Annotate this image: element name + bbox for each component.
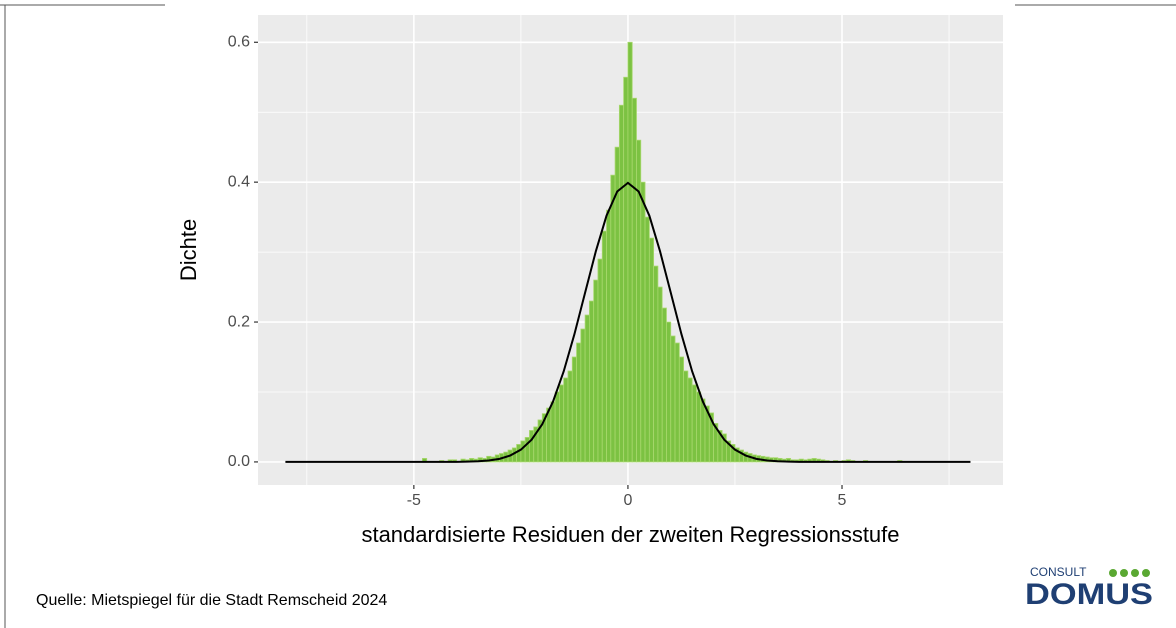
x-tick-label: 5 <box>838 492 847 509</box>
bar <box>627 41 633 463</box>
logo: CONSULT DOMUS <box>1025 565 1153 611</box>
bar <box>653 265 659 463</box>
bar <box>700 398 706 463</box>
source: Quelle: Mietspiegel für die Stadt Remsch… <box>36 592 387 609</box>
y-tick-label: 0.0 <box>228 453 250 470</box>
bar <box>597 258 603 463</box>
bar <box>687 377 693 463</box>
y-tick-label: 0.4 <box>228 173 250 190</box>
logo-dot <box>1120 569 1128 577</box>
logo-dot <box>1142 569 1150 577</box>
bar <box>546 407 552 463</box>
bar <box>606 209 612 463</box>
bar <box>670 335 676 463</box>
density-curve <box>285 181 971 463</box>
bar <box>529 430 535 463</box>
bar <box>631 97 637 463</box>
bar <box>601 230 607 463</box>
bar <box>563 377 569 463</box>
bar <box>683 370 689 463</box>
bar <box>657 286 663 463</box>
logo-dot <box>1131 569 1139 577</box>
bar <box>584 314 590 463</box>
x-tick-label: -5 <box>407 492 421 509</box>
bar <box>550 401 556 463</box>
bar <box>610 174 616 463</box>
bar <box>666 321 672 463</box>
bar <box>516 444 522 463</box>
bar <box>618 104 625 463</box>
bar <box>567 370 573 463</box>
y-tick-label: 0.6 <box>228 33 250 50</box>
bar <box>580 328 586 463</box>
bar <box>648 237 655 463</box>
bar <box>571 356 577 463</box>
bar <box>644 216 650 463</box>
bar <box>696 391 702 463</box>
logo-main: DOMUS <box>1025 578 1153 611</box>
bar <box>674 342 680 463</box>
y-tick-label: 0.2 <box>228 313 250 330</box>
bar <box>520 440 526 463</box>
x-axis-label: standardisierte Residuen der zweiten Reg… <box>361 522 899 547</box>
bar <box>691 384 697 463</box>
bar <box>554 391 560 463</box>
bar <box>623 76 629 463</box>
y-axis-label: Dichte <box>176 219 201 281</box>
bar <box>588 300 595 463</box>
logo-dot <box>1109 569 1117 577</box>
bar <box>636 139 642 463</box>
logo-top: CONSULT <box>1030 565 1087 579</box>
bar <box>678 356 684 463</box>
bar <box>640 181 646 463</box>
bar <box>593 279 599 463</box>
x-tick-label: 0 <box>623 492 632 509</box>
bar <box>559 384 565 463</box>
bar <box>576 342 582 463</box>
bar <box>661 307 667 463</box>
